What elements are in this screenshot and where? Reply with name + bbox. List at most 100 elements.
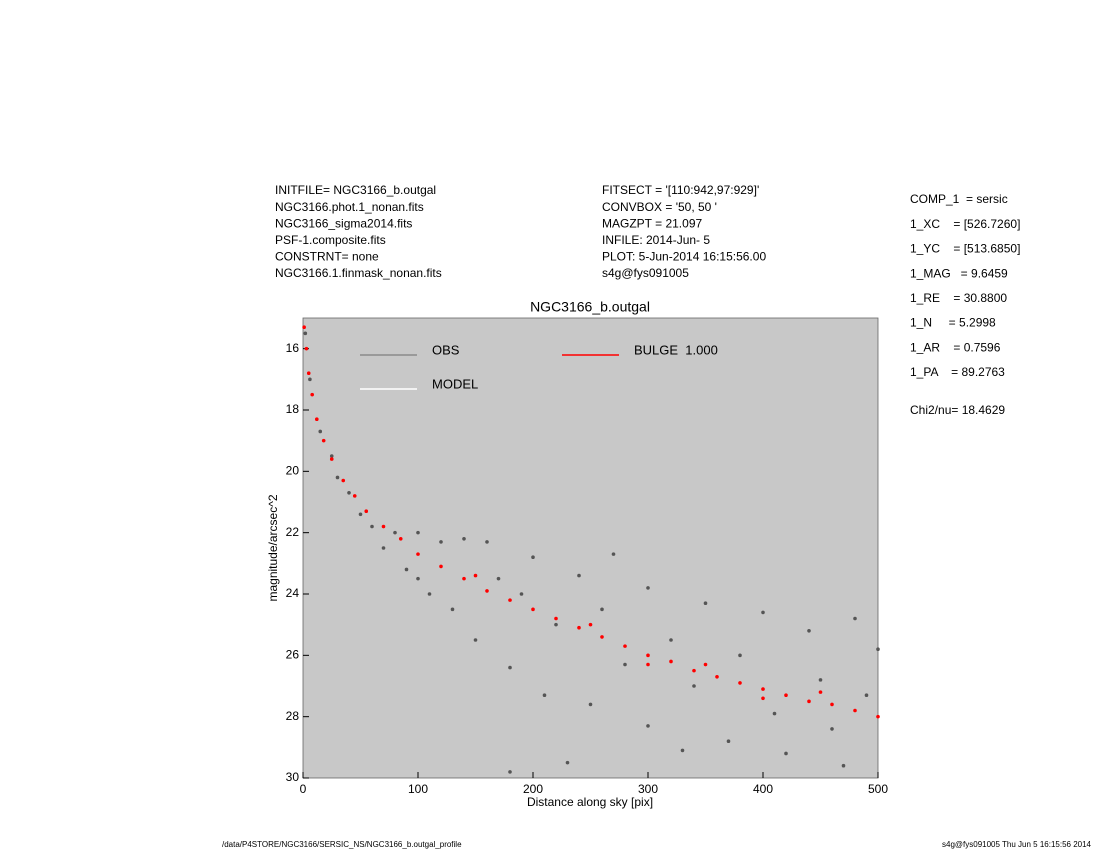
data-point (864, 693, 869, 697)
data-point (876, 647, 880, 651)
y-tick-label: 16 (286, 341, 300, 355)
data-point (398, 537, 403, 541)
data-point (364, 509, 369, 513)
data-point (623, 644, 627, 648)
data-point (761, 610, 765, 615)
data-point (772, 711, 777, 716)
data-point (473, 638, 478, 642)
data-point (784, 751, 788, 756)
data-point (669, 638, 673, 642)
data-point (318, 429, 323, 434)
data-point (450, 607, 455, 612)
data-point (577, 573, 581, 578)
data-point (853, 616, 857, 621)
chi2: Chi2/nu= 18.4629 (910, 403, 1005, 417)
data-point (416, 552, 420, 556)
data-point (761, 687, 765, 691)
data-point (303, 331, 308, 336)
data-point (542, 693, 547, 697)
data-point (519, 592, 524, 596)
chart-title: NGC3166_b.outgal (530, 299, 650, 315)
data-point (588, 702, 593, 707)
data-point (315, 417, 319, 422)
x-tick-label: 400 (753, 782, 773, 796)
data-point (738, 653, 742, 658)
data-point (370, 524, 374, 529)
data-point (302, 325, 306, 330)
data-point (876, 714, 880, 719)
y-tick-label: 22 (286, 525, 300, 539)
y-tick-label: 24 (286, 586, 300, 600)
footer-left: /data/P4STORE/NGC3166/SERSIC_NS/NGC3166_… (222, 840, 462, 849)
data-point (321, 438, 326, 443)
data-point (329, 454, 334, 458)
data-point (588, 622, 593, 627)
y-tick-label: 28 (286, 709, 300, 723)
y-tick-label: 30 (286, 770, 300, 784)
data-point (818, 678, 823, 682)
data-point (761, 696, 765, 701)
data-point (830, 702, 834, 707)
legend-label: BULGE 1.000 (634, 342, 718, 357)
data-point (554, 616, 558, 621)
data-point (726, 739, 731, 743)
data-point (496, 576, 501, 581)
data-point (646, 586, 650, 590)
data-point (439, 540, 443, 544)
y-axis-label: magnitude/arcsec^2 (266, 494, 280, 601)
fit-parameter: 1_MAG = 9.6459 (910, 266, 1008, 280)
data-point (692, 668, 696, 673)
x-axis-label: Distance along sky [pix] (527, 795, 653, 809)
header-left-line: NGC3166_sigma2014.fits (275, 216, 412, 230)
header-middle-line: CONVBOX = '50, 50 ' (602, 200, 717, 214)
data-point (807, 699, 811, 704)
data-point (807, 629, 811, 633)
data-point (485, 589, 489, 593)
data-point (646, 662, 650, 667)
data-point (646, 653, 650, 658)
data-point (358, 512, 363, 517)
data-point (462, 537, 466, 541)
data-point (669, 659, 673, 664)
data-point (308, 377, 312, 382)
data-point (611, 552, 616, 556)
data-point (623, 662, 627, 667)
data-point (341, 478, 346, 483)
data-point (347, 491, 351, 495)
header-middle-line: MAGZPT = 21.097 (602, 216, 702, 230)
data-point (310, 392, 315, 397)
header-left-line: PSF-1.composite.fits (275, 233, 386, 247)
header-left-line: CONSTRNT= none (275, 250, 379, 264)
data-point (554, 622, 558, 627)
fit-parameter: 1_AR = 0.7596 (910, 340, 1001, 354)
data-point (393, 530, 397, 535)
data-point (600, 607, 604, 612)
data-point (703, 662, 708, 667)
data-point (841, 763, 846, 768)
data-point (335, 475, 340, 480)
data-point (439, 564, 443, 569)
x-tick-label: 100 (408, 782, 428, 796)
data-point (352, 494, 357, 498)
header-left-line: NGC3166.1.finmask_nonan.fits (275, 266, 442, 280)
data-point (416, 576, 420, 581)
header-middle-line: FITSECT = '[110:942,97:929]' (602, 183, 759, 197)
data-point (692, 684, 696, 688)
data-point (462, 576, 466, 581)
header-middle-line: s4g@fys091005 (602, 266, 689, 280)
data-point (306, 371, 311, 376)
data-point (508, 598, 512, 602)
fit-parameter: 1_RE = 30.8800 (910, 291, 1007, 305)
data-point (680, 748, 685, 753)
data-point (508, 770, 512, 774)
data-point (473, 573, 478, 578)
data-point (738, 681, 742, 685)
plot-area (302, 317, 879, 779)
data-point (427, 592, 432, 596)
y-tick-label: 20 (286, 464, 300, 478)
footer-right: s4g@fys091005 Thu Jun 5 16:15:56 2014 (942, 840, 1092, 849)
data-point (703, 601, 708, 605)
fit-parameter: COMP_1 = sersic (910, 192, 1008, 206)
data-point (508, 665, 512, 670)
data-point (329, 457, 334, 461)
